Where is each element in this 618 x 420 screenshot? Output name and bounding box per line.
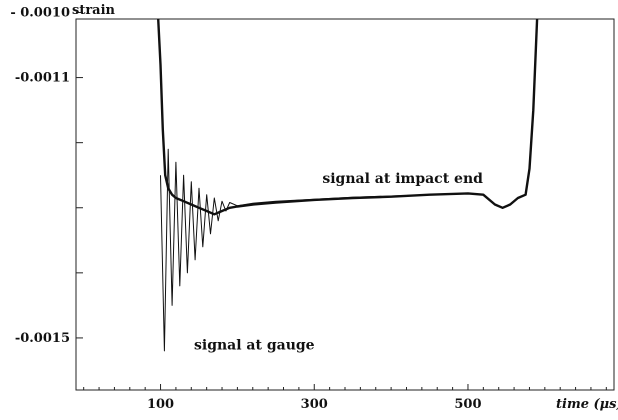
- x-tick-label: 300: [301, 397, 328, 412]
- series-line-gauge: [160, 18, 538, 352]
- plot-frame: [75, 18, 615, 391]
- x-tick-label: 100: [147, 397, 174, 412]
- x-tick-label: 500: [454, 397, 481, 412]
- x-axis-label: time (μs): [556, 397, 618, 412]
- series-layer: [157, 18, 539, 352]
- y-tick-label: - 0.0010: [10, 5, 70, 20]
- annotation-label: signal at gauge: [194, 338, 315, 354]
- annotation-label: signal at impact end: [322, 171, 483, 187]
- x-axis-ticks: 100 300 500: [83, 384, 607, 412]
- series-line-impact-end: [157, 18, 539, 216]
- y-axis-ticks: - 0.0010 -0.0011 -0.0015: [10, 5, 83, 346]
- y-tick-label: -0.0015: [15, 331, 70, 346]
- annotations: signal at impact end signal at gauge: [194, 171, 483, 354]
- y-tick-label: -0.0011: [15, 71, 70, 86]
- y-axis-label: strain: [72, 3, 116, 18]
